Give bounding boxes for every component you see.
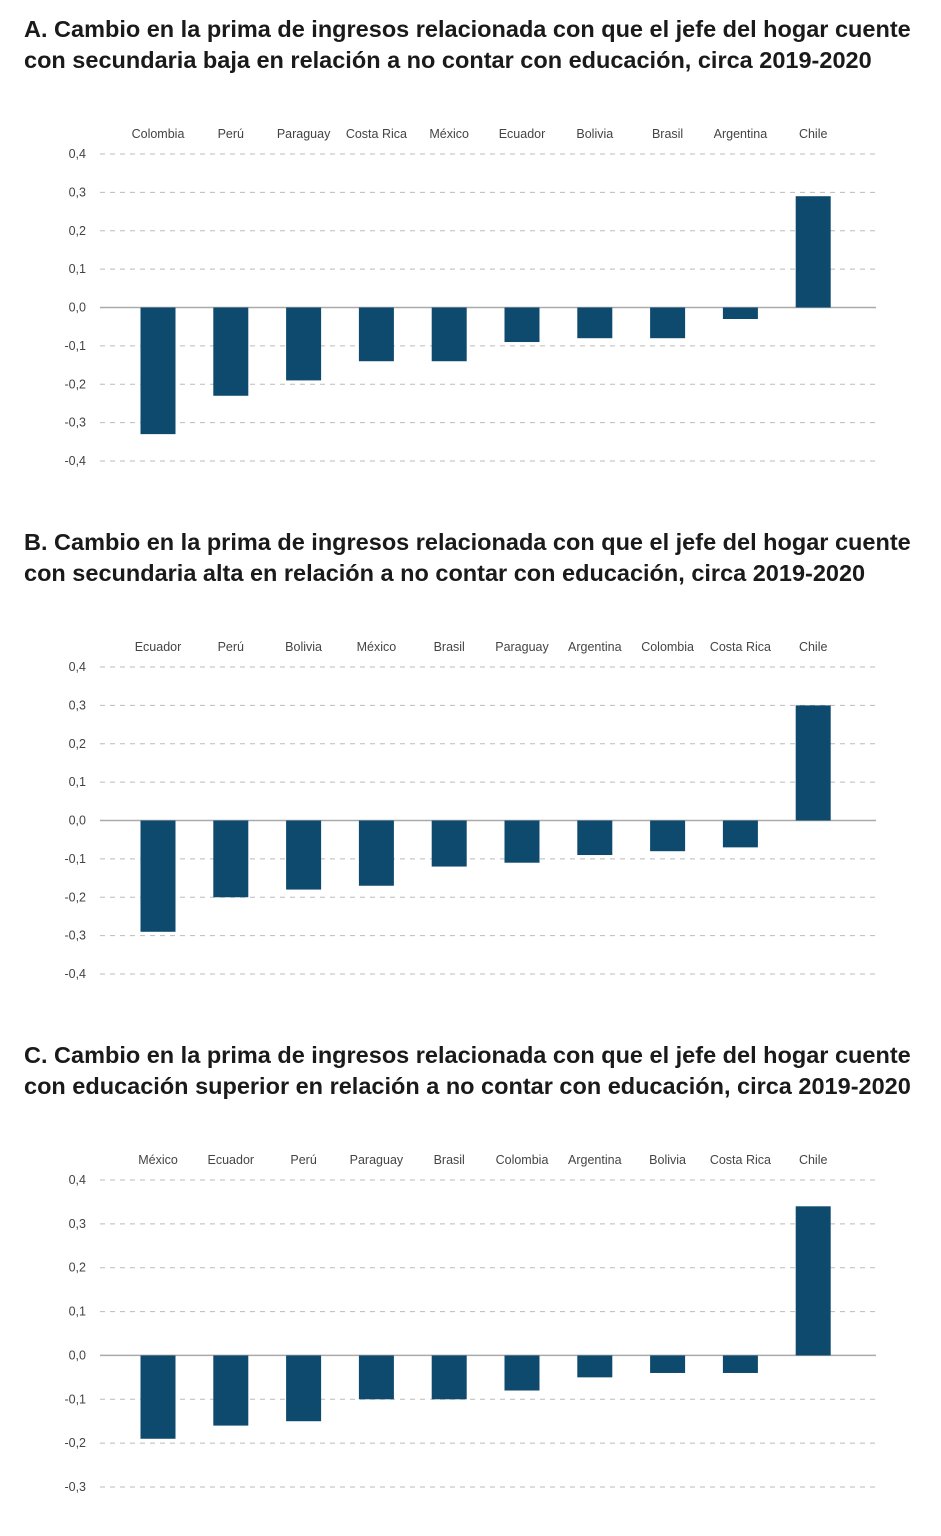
bar-méxico — [358, 820, 394, 886]
y-tick-label: -0,2 — [64, 1436, 86, 1450]
bar-costa-rica — [358, 307, 394, 362]
y-tick-label: -0,2 — [64, 890, 86, 904]
bar-brasil — [650, 307, 686, 339]
x-category-label: Bolivia — [649, 1153, 686, 1167]
bar-brasil — [431, 1355, 467, 1400]
y-tick-label: 0,4 — [69, 660, 86, 674]
y-tick-label: -0,3 — [64, 929, 86, 943]
x-category-label: Paraguay — [495, 640, 549, 654]
x-category-label: Bolivia — [576, 127, 613, 141]
x-category-label: Paraguay — [277, 127, 331, 141]
bar-bolivia — [577, 307, 613, 339]
bar-colombia — [504, 1355, 540, 1391]
bar-argentina — [577, 820, 613, 856]
bar-méxico — [140, 1355, 176, 1439]
chart-c-title: C. Cambio en la prima de ingresos relaci… — [24, 1042, 911, 1099]
y-tick-label: 0,1 — [69, 262, 86, 276]
y-tick-label: 0,2 — [69, 224, 86, 238]
bar-paraguay — [286, 307, 322, 381]
bar-chile — [795, 705, 831, 821]
bar-colombia — [140, 307, 176, 435]
bar-bolivia — [286, 820, 322, 890]
x-category-label: Colombia — [641, 640, 694, 654]
y-tick-label: 0,0 — [69, 814, 86, 828]
y-tick-label: 0,1 — [69, 775, 86, 789]
y-tick-label: 0,2 — [69, 1261, 86, 1275]
y-tick-label: 0,0 — [69, 301, 86, 315]
x-category-label: Costa Rica — [346, 127, 407, 141]
y-tick-label: 0,3 — [69, 185, 86, 199]
y-tick-label: -0,1 — [64, 852, 86, 866]
bar-bolivia — [650, 1355, 686, 1373]
y-tick-label: 0,4 — [69, 1173, 86, 1187]
x-category-label: Ecuador — [499, 127, 546, 141]
bar-chile — [795, 196, 831, 308]
chart-a: 0,4 0,3 0,2 0,1 0,0 -0,1 -0,2 -0,3 -0,4 Colombia P… — [64, 127, 876, 468]
x-category-label: Perú — [218, 640, 244, 654]
bar-costa-rica — [722, 820, 758, 848]
y-tick-label: 0,3 — [69, 1217, 86, 1231]
x-category-label: Ecuador — [208, 1153, 255, 1167]
x-category-label: Chile — [799, 1153, 828, 1167]
x-category-label: Brasil — [652, 127, 683, 141]
y-tick-label: -0,1 — [64, 1392, 86, 1406]
x-category-label: Argentina — [714, 127, 768, 141]
y-tick-label: -0,4 — [64, 967, 86, 981]
chart-c: 0,4 0,3 0,2 0,1 0,0 -0,1 -0,2 -0,3 México Ecuador… — [64, 1153, 876, 1494]
chart-a-title: A. Cambio en la prima de ingresos relaci… — [24, 16, 911, 73]
bar-perú — [286, 1355, 322, 1422]
y-tick-label: 0,0 — [69, 1348, 86, 1362]
y-tick-label: -0,1 — [64, 339, 86, 353]
x-category-label: Brasil — [434, 640, 465, 654]
bar-paraguay — [504, 820, 540, 863]
bar-perú — [213, 820, 249, 898]
y-tick-label: 0,4 — [69, 147, 86, 161]
y-tick-label: -0,3 — [64, 1480, 86, 1494]
y-tick-label: -0,3 — [64, 416, 86, 430]
bar-ecuador — [504, 307, 540, 343]
x-category-label: Argentina — [568, 1153, 622, 1167]
x-category-label: Bolivia — [285, 640, 322, 654]
x-category-label: México — [429, 127, 469, 141]
x-category-label: Brasil — [434, 1153, 465, 1167]
bar-ecuador — [140, 820, 176, 932]
bar-colombia — [650, 820, 686, 852]
x-category-label: Colombia — [496, 1153, 549, 1167]
bar-brasil — [431, 820, 467, 867]
bar-costa-rica — [722, 1355, 758, 1373]
x-category-label: Chile — [799, 640, 828, 654]
chart-b: 0,4 0,3 0,2 0,1 0,0 -0,1 -0,2 -0,3 -0,4 Ecuador Pe… — [64, 640, 876, 981]
y-tick-label: 0,3 — [69, 698, 86, 712]
x-category-label: Perú — [290, 1153, 316, 1167]
bar-perú — [213, 307, 249, 396]
bar-argentina — [722, 307, 758, 320]
bar-argentina — [577, 1355, 613, 1378]
x-category-label: Paraguay — [350, 1153, 404, 1167]
x-category-label: Costa Rica — [710, 640, 771, 654]
x-category-label: Ecuador — [135, 640, 182, 654]
x-category-label: México — [138, 1153, 178, 1167]
x-category-label: Argentina — [568, 640, 622, 654]
y-tick-label: 0,1 — [69, 1305, 86, 1319]
x-category-label: México — [357, 640, 397, 654]
x-category-label: Perú — [218, 127, 244, 141]
x-category-label: Chile — [799, 127, 828, 141]
bar-paraguay — [358, 1355, 394, 1400]
y-tick-label: -0,4 — [64, 454, 86, 468]
y-tick-label: 0,2 — [69, 737, 86, 751]
bar-ecuador — [213, 1355, 249, 1426]
x-category-label: Colombia — [132, 127, 185, 141]
chart-b-title: B. Cambio en la prima de ingresos relaci… — [24, 529, 911, 586]
x-category-label: Costa Rica — [710, 1153, 771, 1167]
bar-chile — [795, 1206, 831, 1356]
y-tick-label: -0,2 — [64, 377, 86, 391]
bar-méxico — [431, 307, 467, 362]
